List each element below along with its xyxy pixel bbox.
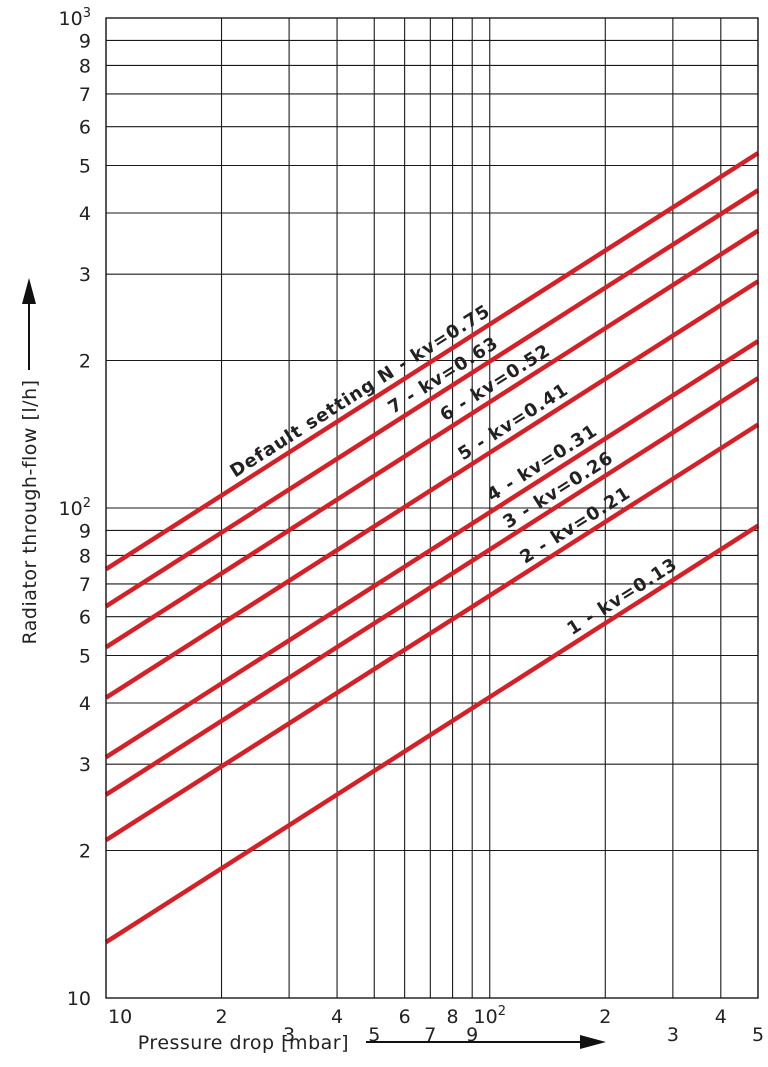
y-tick-label: 5 (79, 156, 91, 178)
y-tick-label: 7 (79, 84, 91, 106)
y-tick-label: 7 (79, 574, 91, 596)
x-tick-label: 10 (108, 1006, 132, 1028)
y-tick-label: 5 (79, 646, 91, 668)
series-line (104, 339, 760, 760)
y-tick-label: 3 (79, 754, 91, 776)
y-tick-label: 6 (79, 607, 91, 629)
x-axis-arrow (366, 1035, 606, 1049)
y-tick-label: 3 (79, 264, 91, 286)
x-tick-label: 9 (466, 1024, 478, 1046)
series-line (104, 188, 760, 609)
y-tick-label: 9 (79, 520, 91, 542)
series-label: 1 - kv=0.13 (563, 554, 681, 640)
x-tick-label: 5 (752, 1024, 764, 1046)
y-tick-label: 4 (79, 693, 91, 715)
x-tick-label: 2 (215, 1006, 227, 1028)
series-lines (104, 151, 760, 945)
x-axis-label: Pressure drop [mbar] (138, 1032, 349, 1054)
y-tick-label: 103 (59, 6, 91, 30)
x-tick-label: 5 (368, 1024, 380, 1046)
y-axis-label: Radiator through-flow [l/h] (19, 379, 41, 644)
plot-frame (105, 17, 759, 999)
series-line (104, 523, 760, 945)
y-tick-label: 8 (79, 545, 91, 567)
y-tick-label: 4 (79, 203, 91, 225)
x-tick-label: 4 (715, 1006, 727, 1028)
y-tick-label: 8 (79, 55, 91, 77)
x-tick-label: 3 (283, 1024, 295, 1046)
series-line (104, 279, 760, 700)
y-tick-label: 10 (67, 988, 91, 1010)
x-tick-label: 8 (447, 1006, 459, 1028)
series-line (104, 376, 760, 797)
x-tick-label: 6 (399, 1006, 411, 1028)
y-tick-label: 9 (79, 30, 91, 52)
x-tick-label: 102 (474, 1004, 506, 1028)
y-tick-label: 2 (79, 840, 91, 862)
y-tick-label: 2 (79, 350, 91, 372)
series-line (104, 422, 760, 842)
y-axis-label-group: Radiator through-flow [l/h] (19, 379, 41, 644)
series-line (104, 151, 760, 572)
y-tick-label: 6 (79, 117, 91, 139)
x-tick-label: 7 (424, 1024, 436, 1046)
series-label: Default setting N - kv=0.75 (226, 301, 494, 483)
x-tick-label: 2 (599, 1006, 611, 1028)
x-tick-label: 4 (331, 1006, 343, 1028)
y-axis-arrow (22, 278, 36, 370)
y-tick-label: 102 (59, 496, 91, 520)
series-line (104, 228, 760, 650)
x-tick-label: 3 (667, 1024, 679, 1046)
